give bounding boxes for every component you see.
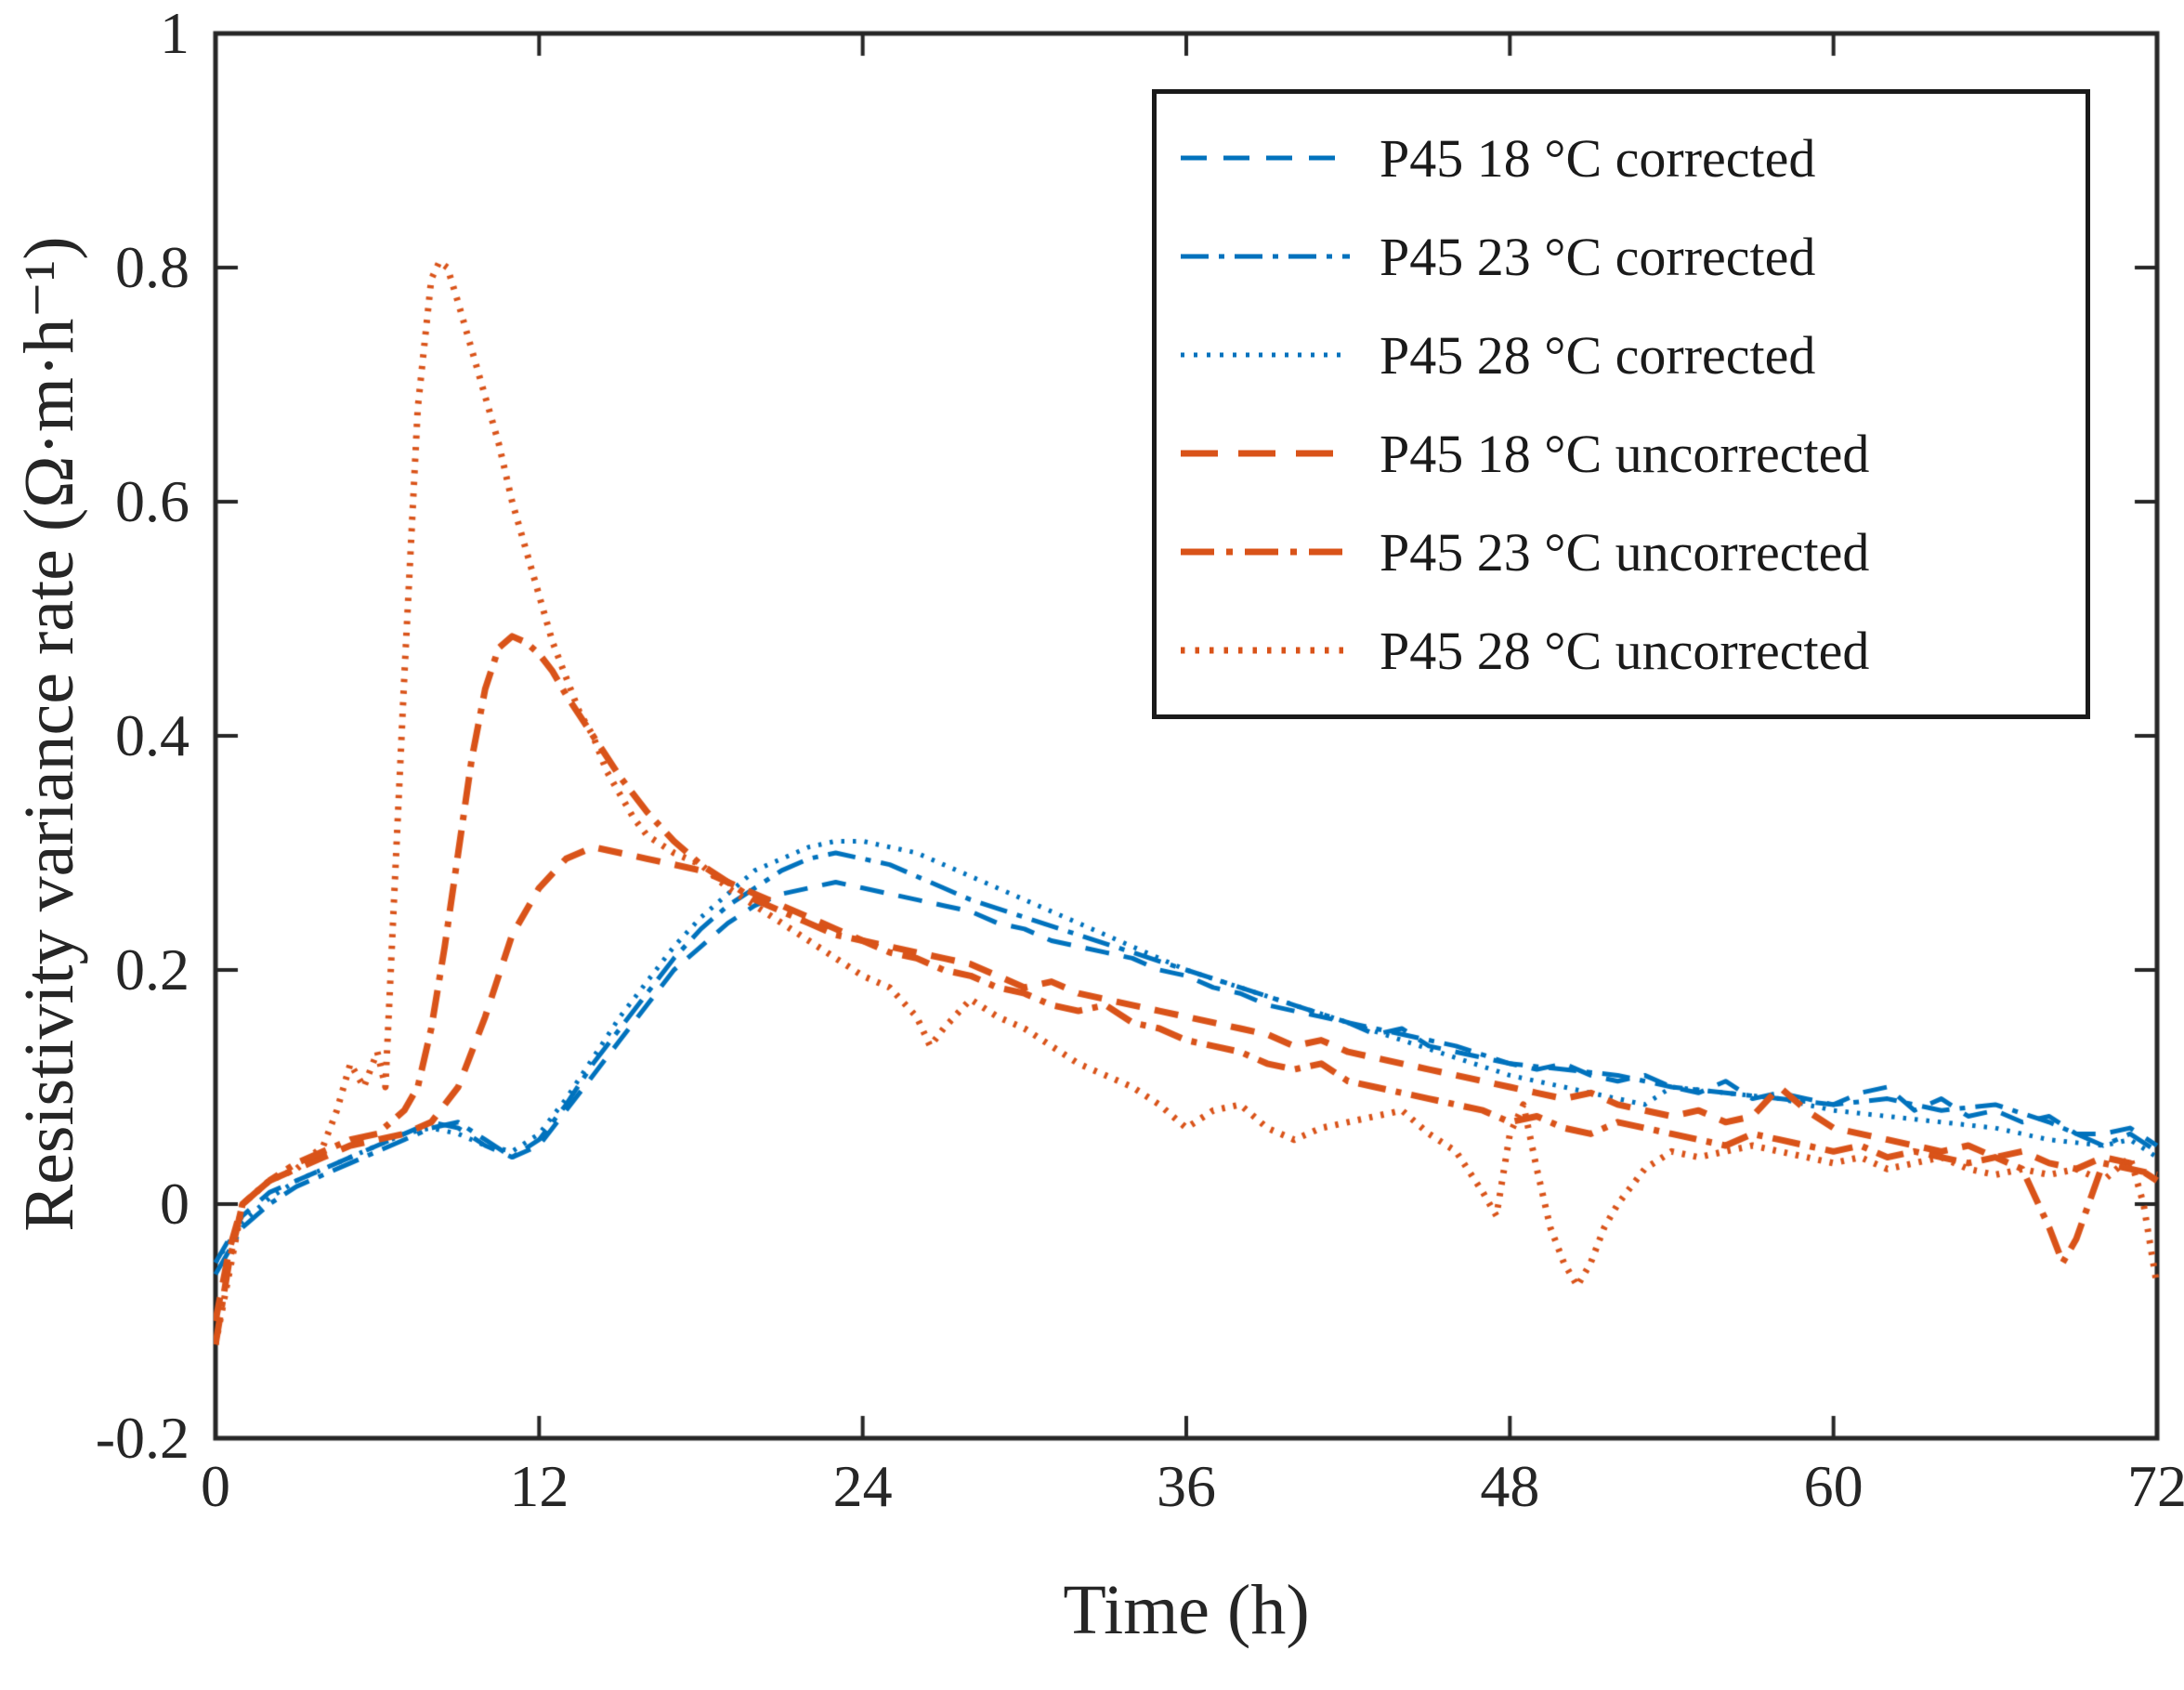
- y-axis-label: Resistivity variance rate (Ω·m·h⁻¹): [10, 236, 88, 1232]
- legend-line-sample: [1181, 254, 1350, 259]
- legend-item: P45 23 °C corrected: [1157, 207, 2086, 306]
- legend-line-sample: [1181, 548, 1350, 556]
- legend-item: P45 23 °C uncorrected: [1157, 503, 2086, 601]
- legend-line-sample: [1181, 450, 1350, 457]
- legend-label: P45 18 °C uncorrected: [1380, 423, 1870, 484]
- legend: P45 18 °C corrected P45 23 °C corrected …: [1152, 89, 2090, 719]
- legend-line-sample: [1181, 352, 1350, 358]
- legend-label: P45 28 °C uncorrected: [1380, 620, 1870, 681]
- legend-label: P45 18 °C corrected: [1380, 127, 1816, 189]
- legend-label: P45 23 °C uncorrected: [1380, 521, 1870, 583]
- legend-label: P45 23 °C corrected: [1380, 226, 1816, 287]
- legend-line-sample: [1181, 647, 1350, 654]
- legend-item: P45 18 °C corrected: [1157, 109, 2086, 207]
- legend-item: P45 28 °C corrected: [1157, 306, 2086, 404]
- legend-label: P45 28 °C corrected: [1380, 324, 1816, 386]
- legend-line-sample: [1181, 155, 1350, 161]
- legend-item: P45 18 °C uncorrected: [1157, 404, 2086, 503]
- x-axis-label: Time (h): [1063, 1571, 1310, 1649]
- legend-item: P45 28 °C uncorrected: [1157, 601, 2086, 700]
